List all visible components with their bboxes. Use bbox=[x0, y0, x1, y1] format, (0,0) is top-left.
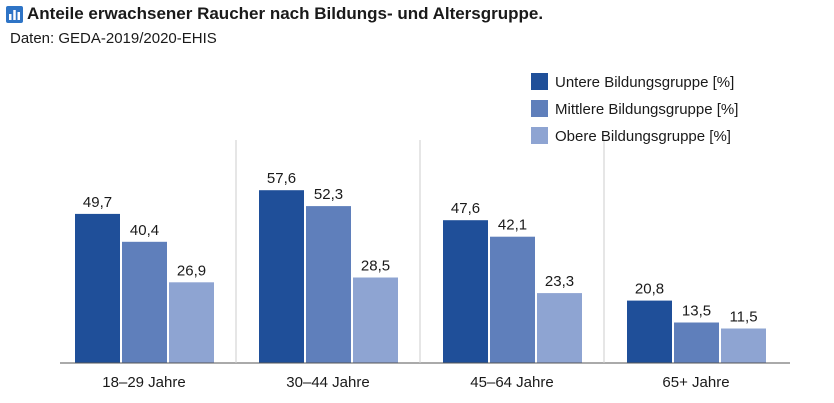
bar-1-2 bbox=[259, 190, 304, 363]
data-label-1-1: 49,7 bbox=[83, 194, 112, 211]
data-label-2-2: 52,3 bbox=[314, 186, 343, 203]
chart-subtitle: Daten: GEDA-2019/2020-EHIS bbox=[10, 30, 217, 47]
bar-1-4 bbox=[627, 300, 672, 363]
bar-2-3 bbox=[490, 236, 535, 363]
bar-chart-icon bbox=[6, 5, 23, 23]
data-label-1-3: 47,6 bbox=[451, 200, 480, 217]
x-tick-label-3: 45–64 Jahre bbox=[470, 374, 553, 391]
legend-swatch-3 bbox=[531, 127, 548, 144]
bar-2-2 bbox=[306, 206, 351, 363]
bar-3-1 bbox=[169, 282, 214, 363]
bar-3-4 bbox=[721, 328, 766, 363]
data-label-1-2: 57,6 bbox=[267, 170, 296, 187]
data-label-3-1: 26,9 bbox=[177, 262, 206, 279]
legend-label-3: Obere Bildungsgruppe [%] bbox=[555, 128, 731, 145]
bar-2-4 bbox=[674, 322, 719, 363]
bar-2-1 bbox=[122, 241, 167, 363]
legend-label-2: Mittlere Bildungsgruppe [%] bbox=[555, 101, 738, 118]
chart-title-row: Anteile erwachsener Raucher nach Bildung… bbox=[6, 4, 543, 24]
bar-3-2 bbox=[353, 277, 398, 363]
data-label-3-2: 28,5 bbox=[361, 258, 390, 275]
x-tick-label-2: 30–44 Jahre bbox=[286, 374, 369, 391]
data-label-2-3: 42,1 bbox=[498, 217, 527, 234]
legend-swatch-2 bbox=[531, 100, 548, 117]
data-label-3-4: 11,5 bbox=[729, 309, 757, 326]
chart-title: Anteile erwachsener Raucher nach Bildung… bbox=[27, 4, 544, 23]
legend-label-1: Untere Bildungsgruppe [%] bbox=[555, 74, 734, 91]
x-tick-label-1: 18–29 Jahre bbox=[102, 374, 185, 391]
data-label-3-3: 23,3 bbox=[545, 273, 574, 290]
bar-1-1 bbox=[75, 213, 120, 363]
data-label-2-1: 40,4 bbox=[130, 222, 159, 239]
data-label-1-4: 20,8 bbox=[635, 281, 664, 298]
bar-3-3 bbox=[537, 293, 582, 363]
bar-1-3 bbox=[443, 220, 488, 363]
data-label-2-4: 13,5 bbox=[682, 303, 711, 320]
x-tick-label-4: 65+ Jahre bbox=[662, 374, 729, 391]
legend-swatch-1 bbox=[531, 73, 548, 90]
